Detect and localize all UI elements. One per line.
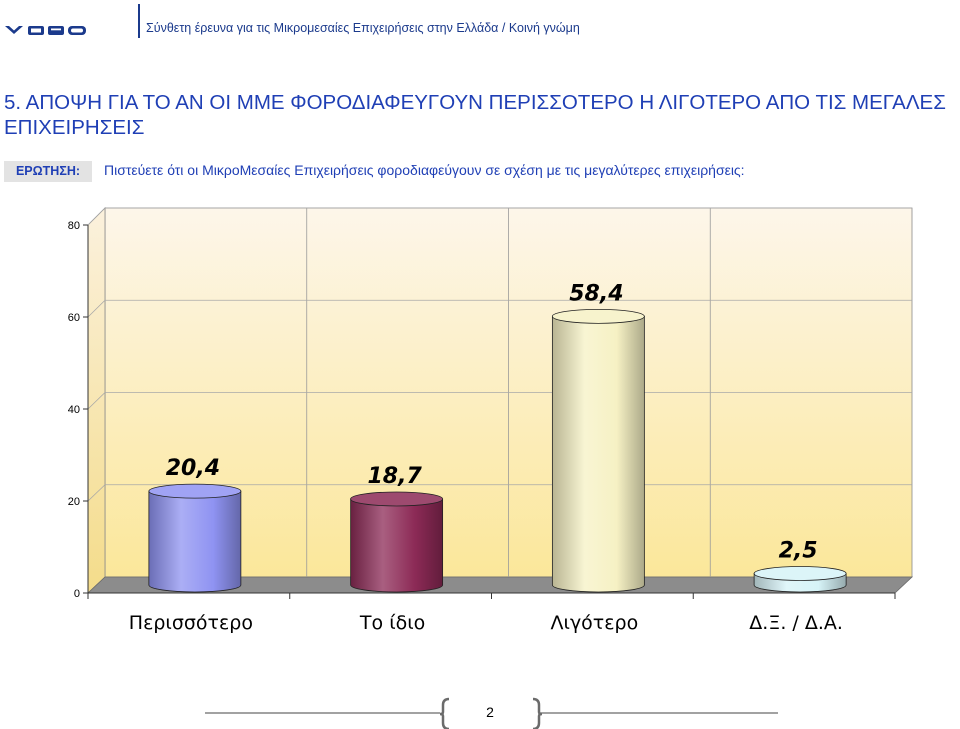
- question-text: Πιστεύετε ότι οι ΜικροΜεσαίες Επιχειρήσε…: [104, 162, 745, 178]
- chart-x-axis: Περισσότερο Το ίδιο Λιγότερο Δ.Ξ. / Δ.Α.: [129, 612, 843, 634]
- chart-value-labels: 20,4 18,7 58,4 2,5: [166, 281, 818, 563]
- chart-y-tick-label: 40: [68, 404, 80, 416]
- chart-bar: [551, 308, 645, 593]
- chart-y-tick-label: 20: [68, 496, 80, 508]
- chart-bar-top: [551, 308, 645, 324]
- gpo-logo: [5, 26, 86, 35]
- chart-bar-body: [148, 490, 242, 593]
- chart-y-axis: 0 20 40 60 80: [68, 220, 896, 600]
- footer-right-brace: [532, 697, 543, 729]
- chart-category-label: Το ίδιο: [359, 612, 425, 634]
- report-subtitle: Σύνθετη έρευνα για τις Μικρομεσαίες Επιχ…: [146, 21, 580, 35]
- chart: 0 20 40 60 80 20,4 18,7 58,4 2,5 Περισσότερο Το …: [68, 207, 914, 634]
- chart-category-label: Δ.Ξ. / Δ.Α.: [749, 612, 843, 634]
- footer-left-brace: [439, 697, 450, 729]
- section-title: 5. ΑΠΟΨΗ ΓΙΑ ΤΟ ΑΝ ΟΙ ΜΜΕ ΦΟΡΟΔΙΑΦΕΥΓΟΥΝ…: [4, 91, 946, 139]
- chart-bar: [753, 566, 847, 593]
- chart-y-tick-label: 60: [68, 312, 80, 324]
- chart-gridline-side: [87, 392, 106, 410]
- chart-bar-top: [753, 566, 847, 581]
- chart-gridline-side: [87, 484, 106, 502]
- chart-bars: [148, 308, 847, 593]
- chart-data-label: 2,5: [779, 539, 818, 564]
- chart-data-label: 20,4: [166, 456, 220, 481]
- header-divider: [138, 4, 140, 38]
- chart-y-tick-label: 80: [68, 220, 80, 232]
- page-number: 2: [486, 704, 494, 720]
- chart-bar-top: [350, 491, 444, 507]
- chart-gridlines: [87, 207, 912, 577]
- chart-data-label: 18,7: [367, 464, 422, 489]
- chart-bar: [350, 491, 444, 593]
- chart-y-tick-label: 0: [74, 588, 80, 600]
- chart-bar-body: [350, 498, 444, 593]
- chart-gridline-side: [87, 207, 106, 226]
- chart-bar-top: [148, 483, 242, 499]
- chart-bar: [148, 483, 242, 593]
- chart-gridline-side: [87, 299, 106, 318]
- chart-category-label: Λιγότερο: [551, 612, 639, 634]
- footer: [205, 697, 778, 729]
- chart-data-label: 58,4: [569, 281, 623, 306]
- chart-bar-body: [551, 315, 645, 593]
- chart-category-label: Περισσότερο: [129, 612, 253, 634]
- question-label: ΕΡΩΤΗΣΗ:: [4, 161, 92, 182]
